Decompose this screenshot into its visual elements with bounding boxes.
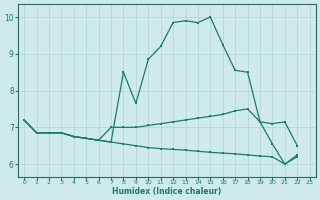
X-axis label: Humidex (Indice chaleur): Humidex (Indice chaleur) [112,187,221,196]
